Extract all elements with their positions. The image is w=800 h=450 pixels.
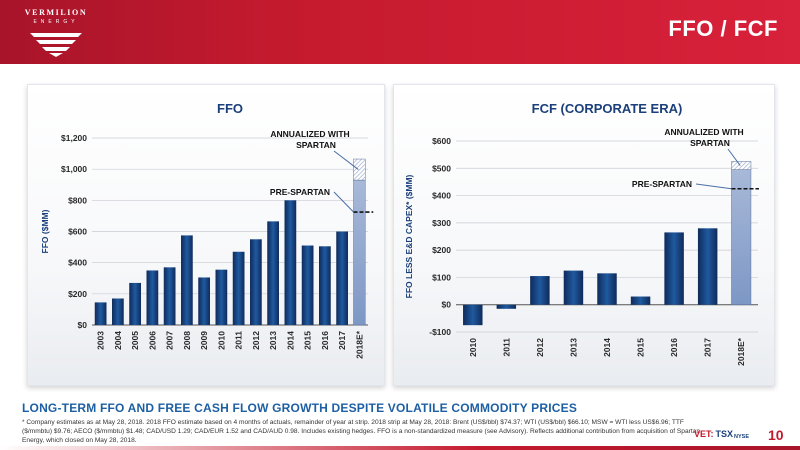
bar (664, 232, 684, 305)
bar (463, 304, 483, 326)
x-tick-label: 2012 (535, 338, 545, 357)
annotation-annualized-line1: ANNUALIZED WITH (664, 127, 743, 137)
annotation-annualized-line1: ANNUALIZED WITH (270, 129, 349, 139)
y-tick-label: $200 (432, 245, 451, 255)
page-title: FFO / FCF (668, 16, 778, 41)
annualized-segment (731, 161, 752, 170)
bar (112, 298, 124, 325)
y-axis-label: FFO ($MM) (40, 209, 50, 253)
chart-title: FCF (CORPORATE ERA) (532, 101, 683, 116)
annotation-pre-spartan: PRE-SPARTAN (270, 187, 330, 197)
annotation-arrow (727, 148, 741, 166)
y-tick-label: $600 (432, 136, 451, 146)
bar (215, 269, 228, 325)
ffo-chart: FFO FFO ($MM) $0 $200 $400 $600 $800 $1,000 $1,2… (40, 101, 374, 359)
bar (353, 179, 366, 326)
bar (129, 282, 141, 325)
bar (267, 221, 279, 325)
x-tick-label: 2017 (337, 331, 347, 350)
x-tick-label: 2016 (669, 338, 679, 357)
x-tick-label: 2014 (285, 331, 295, 350)
x-tick-label: 2018E* (354, 330, 364, 359)
bar (563, 270, 584, 305)
y-tick-label: $1,200 (61, 133, 87, 143)
y-tick-label: $600 (68, 227, 87, 237)
y-tick-label: $100 (432, 272, 451, 282)
x-tick-label: 2013 (268, 331, 278, 350)
y-tick-label: $0 (78, 320, 88, 330)
x-tick-label: 2014 (602, 338, 612, 357)
annotation-arrow (333, 150, 359, 170)
x-tick-label: 2010 (216, 331, 226, 350)
x-tick-label: 2011 (234, 331, 244, 350)
y-tick-label: -$100 (429, 327, 451, 337)
logo-name: VERMILION (24, 8, 88, 17)
bar (250, 239, 262, 325)
x-tick-label: 2013 (568, 338, 578, 357)
x-tick-label: 2010 (468, 338, 478, 357)
bar (146, 270, 159, 325)
bar (94, 302, 107, 325)
y-tick-label: $300 (432, 218, 451, 228)
tagline: LONG-TERM FFO AND FREE CASH FLOW GROWTH … (22, 401, 578, 415)
y-tick-label: $800 (68, 195, 87, 205)
bar (198, 277, 210, 325)
y-tick-label: $1,000 (61, 164, 87, 174)
fcf-chart: FCF (CORPORATE ERA) FFO LESS E&D CAPEX* (… (404, 101, 759, 366)
annotation-annualized-line2: SPARTAN (690, 138, 730, 148)
bar (284, 200, 297, 325)
x-tick-label: 2004 (113, 331, 123, 350)
slide-number: 10 (768, 427, 784, 443)
x-tick-label: 2006 (147, 331, 157, 350)
chart-title: FFO (217, 101, 243, 116)
y-tick-label: $500 (432, 163, 451, 173)
y-tick-label: $400 (432, 191, 451, 201)
ticker-vet: VET: (694, 429, 714, 439)
footnote: * Company estimates as at May 28, 2018. … (22, 419, 701, 444)
company-logo: VERMILION ENERGY (0, 0, 112, 64)
bar (697, 228, 718, 305)
ticker-tsx: TSX (715, 429, 734, 439)
x-tick-label: 2009 (199, 331, 209, 350)
x-tick-label: 2016 (320, 331, 330, 350)
x-tick-label: 2015 (636, 338, 646, 357)
x-tick-label: 2008 (182, 331, 192, 350)
logo-mark-icon (30, 33, 82, 57)
fcf-chart-panel: FCF (CORPORATE ERA) FFO LESS E&D CAPEX* (… (393, 84, 775, 386)
bar (630, 296, 651, 305)
x-tick-label: 2003 (96, 331, 106, 350)
y-axis-label: FFO LESS E&D CAPEX* ($MM) (404, 174, 414, 298)
annotation-pre-spartan: PRE-SPARTAN (632, 179, 692, 189)
annotation-arrow (333, 191, 354, 213)
bar (336, 231, 348, 325)
bar (181, 235, 193, 325)
bar (163, 267, 176, 325)
annualized-segment (353, 158, 366, 181)
bar (530, 276, 550, 305)
y-tick-label: $200 (68, 289, 87, 299)
annotation-arrow (695, 183, 732, 190)
x-tick-label: 2005 (130, 331, 140, 350)
bar (319, 246, 331, 325)
x-tick-label: 2018E* (736, 337, 746, 366)
y-tick-label: $0 (442, 300, 452, 310)
exchange-listing: VET: TSX NYSE (694, 428, 749, 440)
annotation-annualized-line2: SPARTAN (296, 140, 336, 150)
y-tick-label: $400 (68, 258, 87, 268)
x-tick-label: 2007 (165, 331, 175, 350)
bar (301, 245, 314, 325)
x-tick-label: 2011 (501, 338, 511, 357)
slide-header: VERMILION ENERGY FFO / FCF (0, 0, 800, 64)
ffo-chart-panel: FFO FFO ($MM) $0 $200 $400 $600 $800 $1,000 $1,2… (27, 84, 385, 386)
bar (597, 273, 617, 305)
footer-bar (0, 446, 800, 450)
bar (496, 304, 517, 309)
x-tick-label: 2017 (703, 338, 713, 357)
ticker-nyse: NYSE (734, 434, 750, 440)
x-tick-label: 2012 (251, 331, 261, 350)
bar (731, 169, 752, 305)
bar (232, 251, 245, 325)
logo-sub: ENERGY (33, 19, 79, 25)
x-tick-label: 2015 (303, 331, 313, 350)
